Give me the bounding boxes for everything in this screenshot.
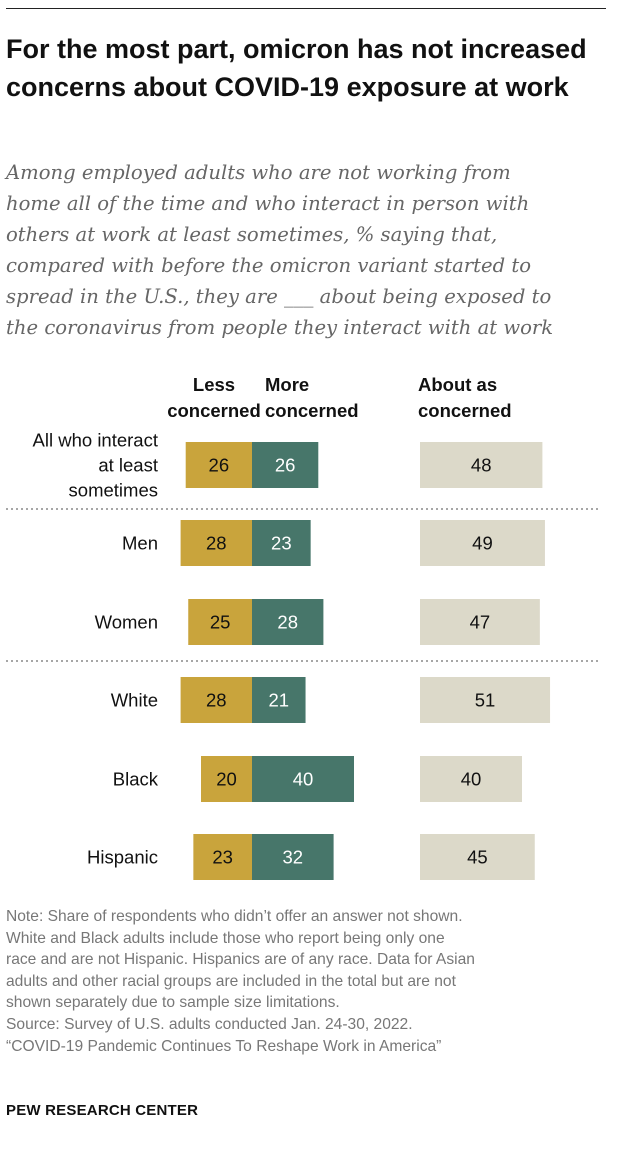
data-label-more-concerned: 23 bbox=[271, 533, 292, 554]
report-title-line: “COVID-19 Pandemic Continues To Reshape … bbox=[6, 1037, 442, 1055]
data-label-about-as-concerned: 48 bbox=[471, 455, 492, 476]
category-label: sometimes bbox=[69, 480, 158, 501]
category-label: All who interact bbox=[33, 430, 158, 451]
bar-more-concerned bbox=[252, 442, 319, 488]
category-label: White bbox=[111, 690, 158, 711]
bar-less-concerned bbox=[201, 756, 252, 802]
bar-more-concerned bbox=[252, 599, 324, 645]
column-header-about: About as bbox=[418, 374, 497, 395]
bar-more-concerned bbox=[252, 677, 306, 723]
bar-less-concerned bbox=[180, 677, 252, 723]
bar-less-concerned bbox=[185, 442, 252, 488]
data-label-less-concerned: 28 bbox=[206, 690, 227, 711]
chart-title: For the most part, omicron has not incre… bbox=[6, 34, 587, 102]
category-label: Black bbox=[113, 769, 159, 790]
data-label-about-as-concerned: 45 bbox=[467, 847, 488, 868]
bar-more-concerned bbox=[252, 834, 334, 880]
data-label-more-concerned: 28 bbox=[277, 612, 298, 633]
column-header-more: More bbox=[265, 374, 309, 395]
chart-subtitle: Among employed adults who are not workin… bbox=[6, 157, 610, 343]
data-label-about-as-concerned: 47 bbox=[470, 612, 491, 633]
subtitle-line: home all of the time and who interact in… bbox=[6, 192, 530, 215]
bar-more-concerned bbox=[252, 756, 354, 802]
data-label-less-concerned: 23 bbox=[212, 847, 233, 868]
data-label-more-concerned: 32 bbox=[283, 847, 304, 868]
column-header-less: Less bbox=[193, 374, 235, 395]
bar-less-concerned bbox=[193, 834, 252, 880]
bar-less-concerned bbox=[188, 599, 252, 645]
bar-about-as-concerned bbox=[420, 599, 540, 645]
note-line: Note: Share of respondents who didn’t of… bbox=[6, 908, 463, 925]
category-label: Hispanic bbox=[87, 847, 158, 868]
subtitle-line: spread in the U.S., they are ___ about b… bbox=[6, 285, 552, 308]
data-label-about-as-concerned: 40 bbox=[461, 769, 482, 790]
data-label-more-concerned: 26 bbox=[275, 455, 296, 476]
category-label: Women bbox=[95, 612, 158, 633]
note-line: White and Black adults include those who… bbox=[6, 929, 445, 947]
bar-about-as-concerned bbox=[420, 756, 522, 802]
data-label-more-concerned: 21 bbox=[268, 690, 289, 711]
data-label-more-concerned: 40 bbox=[293, 769, 314, 790]
data-label-less-concerned: 28 bbox=[206, 533, 227, 554]
column-header-more: concerned bbox=[265, 400, 359, 421]
data-label-less-concerned: 26 bbox=[209, 455, 230, 476]
brand-logo-text: PEW RESEARCH CENTER bbox=[6, 1102, 199, 1119]
note-line: adults and other racial groups are inclu… bbox=[6, 972, 456, 990]
note-line: shown separately due to sample size limi… bbox=[6, 994, 340, 1012]
source-line: Source: Survey of U.S. adults conducted … bbox=[6, 1015, 413, 1033]
bar-about-as-concerned bbox=[420, 442, 543, 488]
subtitle-line: Among employed adults who are not workin… bbox=[6, 161, 511, 184]
column-header-about: concerned bbox=[418, 400, 512, 421]
data-label-less-concerned: 25 bbox=[210, 612, 231, 633]
bar-about-as-concerned bbox=[420, 677, 551, 723]
category-label: Men bbox=[122, 533, 158, 554]
data-label-about-as-concerned: 49 bbox=[472, 533, 493, 554]
bar-about-as-concerned bbox=[420, 520, 545, 566]
bar-less-concerned bbox=[180, 520, 252, 566]
column-header-less: concerned bbox=[167, 400, 261, 421]
subtitle-line: compared with before the omicron variant… bbox=[6, 254, 532, 277]
top-rule bbox=[6, 8, 606, 9]
note-line: race and are not Hispanic. Hispanics are… bbox=[6, 951, 475, 969]
data-label-less-concerned: 20 bbox=[216, 769, 237, 790]
bar-more-concerned bbox=[252, 520, 311, 566]
data-label-about-as-concerned: 51 bbox=[475, 690, 496, 711]
category-label: at least bbox=[98, 455, 158, 476]
subtitle-line: others at work at least sometimes, % say… bbox=[6, 223, 498, 246]
subtitle-line: the coronavirus from people they interac… bbox=[6, 316, 554, 339]
notes: Note: Share of respondents who didn’t of… bbox=[6, 906, 612, 1057]
bar-about-as-concerned bbox=[420, 834, 535, 880]
